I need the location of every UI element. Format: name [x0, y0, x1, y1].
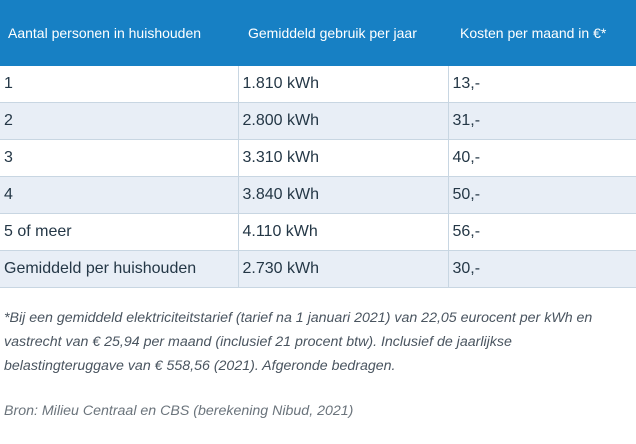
table-row: 2 2.800 kWh 31,-: [0, 102, 636, 140]
cell-monthly-cost: 30,-: [447, 250, 636, 288]
cell-household-size: Gemiddeld per huishouden: [0, 250, 238, 288]
cell-household-size: 2: [0, 102, 238, 140]
source-credit: Bron: Milieu Centraal en CBS (berekening…: [4, 403, 354, 419]
cell-household-size: 5 of meer: [0, 213, 238, 251]
cell-average-usage: 3.310 kWh: [237, 139, 448, 177]
cell-average-usage: 2.730 kWh: [237, 250, 448, 288]
header-household-size: Aantal personen in huishouden: [0, 0, 238, 66]
table-header-row: Aantal personen in huishouden Gemiddeld …: [0, 0, 636, 66]
cell-monthly-cost: 40,-: [447, 139, 636, 177]
header-average-usage: Gemiddeld gebruik per jaar: [238, 0, 448, 66]
cell-household-size: 1: [0, 66, 238, 103]
cell-monthly-cost: 13,-: [447, 66, 636, 103]
table-row: 5 of meer 4.110 kWh 56,-: [0, 213, 636, 251]
energy-usage-table: Aantal personen in huishouden Gemiddeld …: [0, 0, 636, 288]
table-row-average: Gemiddeld per huishouden 2.730 kWh 30,-: [0, 250, 636, 288]
cell-average-usage: 3.840 kWh: [237, 176, 448, 214]
cell-household-size: 3: [0, 139, 238, 177]
header-monthly-cost: Kosten per maand in €*: [448, 0, 636, 66]
cell-monthly-cost: 50,-: [447, 176, 636, 214]
cell-monthly-cost: 31,-: [447, 102, 636, 140]
table-row: 3 3.310 kWh 40,-: [0, 139, 636, 177]
cell-household-size: 4: [0, 176, 238, 214]
cell-monthly-cost: 56,-: [447, 213, 636, 251]
footnote-tariff: *Bij een gemiddeld elektriciteitstarief …: [4, 310, 593, 374]
table-row: 4 3.840 kWh 50,-: [0, 176, 636, 214]
cell-average-usage: 4.110 kWh: [237, 213, 448, 251]
cell-average-usage: 1.810 kWh: [237, 66, 448, 103]
cell-average-usage: 2.800 kWh: [237, 102, 448, 140]
table-row: 1 1.810 kWh 13,-: [0, 66, 636, 103]
